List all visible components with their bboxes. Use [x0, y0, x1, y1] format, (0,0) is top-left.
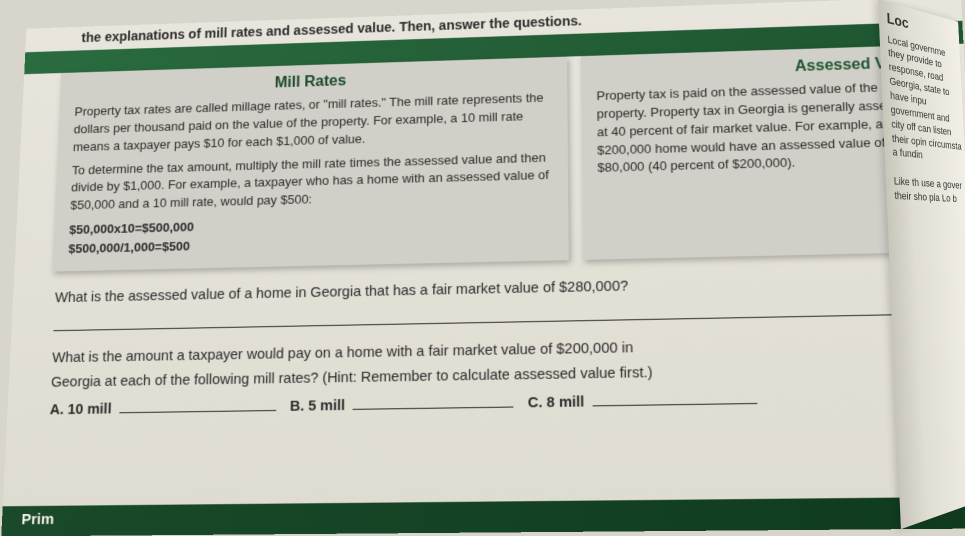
side-text-1: Local governme they provide to response,… [887, 33, 963, 167]
mill-rates-box: Mill Rates Property tax rates are called… [52, 57, 568, 272]
mill-rates-p1: Property tax rates are called millage ra… [73, 89, 552, 156]
textbook-page: the explanations of mill rates and asses… [1, 0, 965, 536]
mill-rates-p2: To determine the tax amount, multiply th… [70, 149, 552, 215]
option-a-label: A. 10 mill [49, 402, 111, 419]
bottom-green-band: Prim [1, 497, 965, 536]
questions-block: What is the assessed value of a home in … [7, 267, 965, 419]
assessed-value-title: Assessed Value [596, 55, 918, 82]
question-2: What is the amount a taxpayer would pay … [51, 331, 918, 395]
option-b: B. 5 mill [290, 392, 514, 415]
bottom-text-fragment: Prim [21, 511, 54, 528]
info-boxes-row: Mill Rates Property tax rates are called… [14, 44, 965, 273]
option-a-blank [119, 395, 276, 413]
assessed-value-p1: Property tax is paid on the assessed val… [596, 78, 922, 178]
option-a: A. 10 mill [49, 395, 276, 418]
side-text-2: Like th use a gover their sho pla Lo b [894, 175, 965, 207]
option-c-label: C. 8 mill [528, 395, 585, 412]
question-2-line1: What is the amount a taxpayer would pay … [52, 340, 634, 366]
option-b-label: B. 5 mill [290, 398, 345, 415]
adjacent-page-fragment: Loc Local governme they provide to respo… [878, 0, 965, 529]
option-b-blank [353, 392, 514, 410]
question-2-line2: Georgia at each of the following mill ra… [51, 365, 653, 391]
option-c-blank [592, 388, 757, 407]
option-c: C. 8 mill [528, 388, 758, 412]
